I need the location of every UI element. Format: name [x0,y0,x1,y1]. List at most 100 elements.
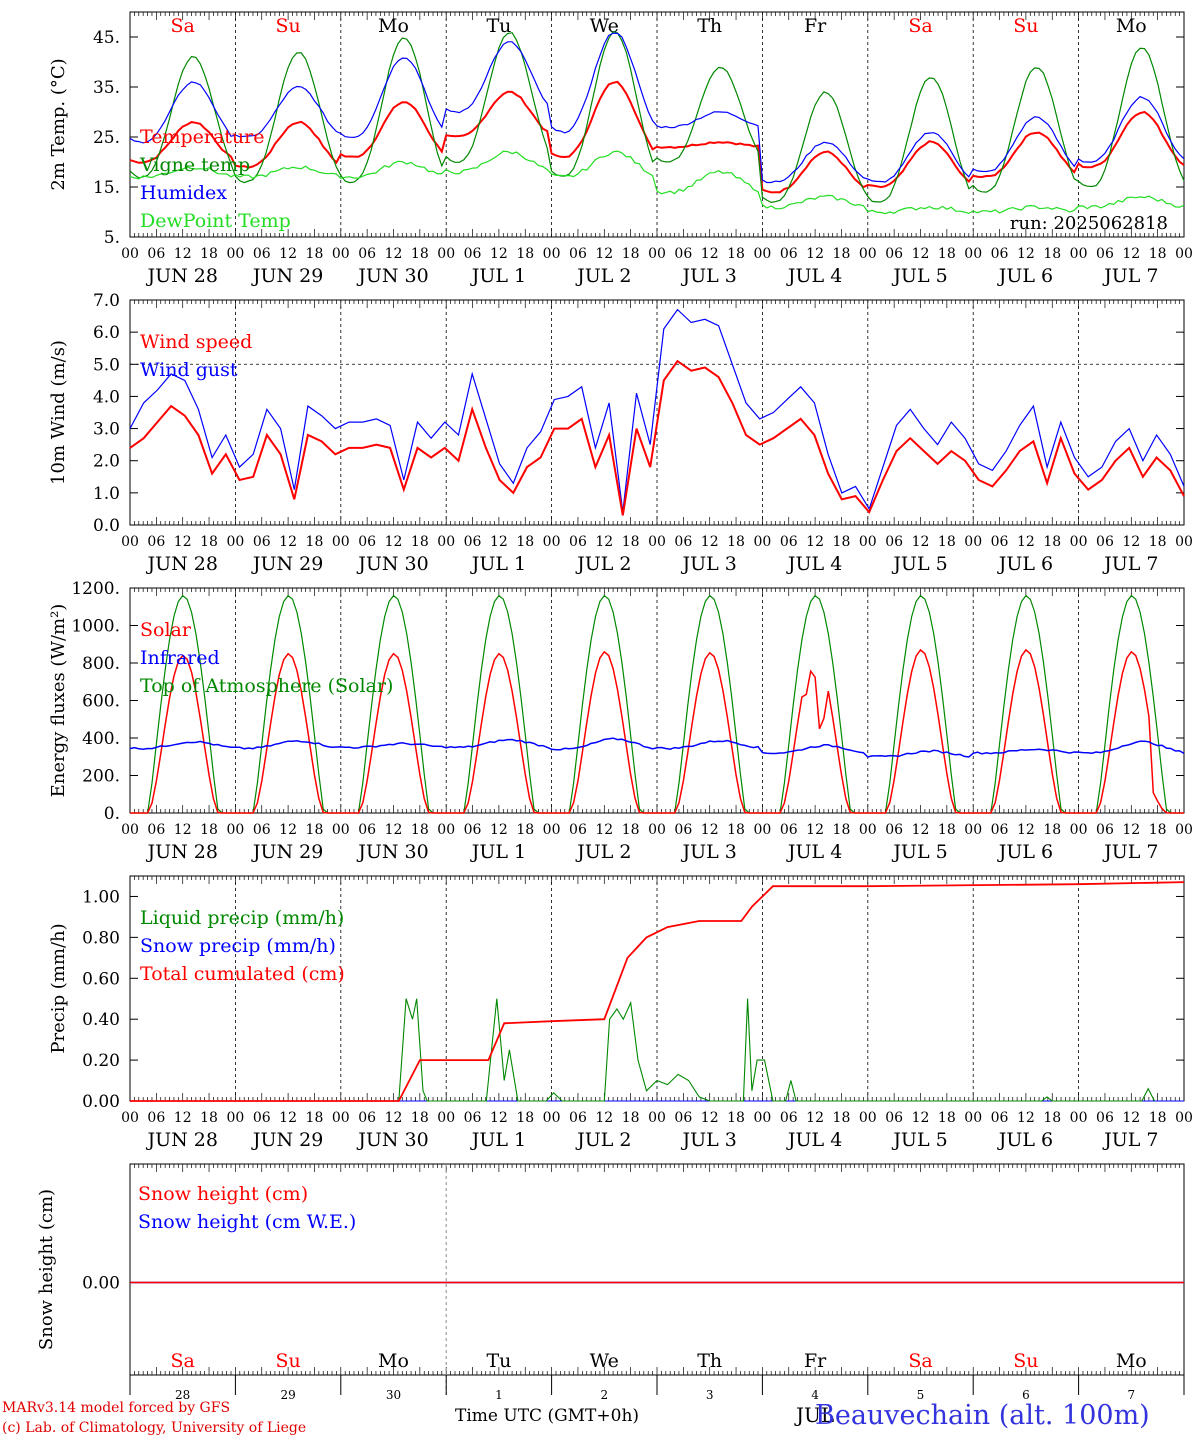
hour-label: 12 [806,1110,824,1126]
y-tick-label: 4.0 [93,387,120,407]
y-tick-label: 400. [82,729,120,749]
hour-label: 18 [1149,1110,1167,1126]
hour-label: 06 [780,534,798,550]
hour-label: 06 [885,534,903,550]
legend-1: Infrared [140,647,220,669]
hour-label: 12 [1122,246,1140,262]
hour-label: 18 [1043,246,1061,262]
hour-label: 12 [490,534,508,550]
date-label: JUL 3 [681,265,737,287]
date-label: JUL 5 [891,265,947,287]
hour-label: 00 [1175,1110,1193,1126]
hour-label: 06 [1096,534,1114,550]
y-tick-label: 0.80 [82,928,120,948]
hour-label: 18 [622,534,640,550]
series-2 [129,32,1185,184]
hour-label: 18 [622,1110,640,1126]
day-name: Mo [378,1350,409,1372]
hour-label: 06 [780,822,798,838]
y-tick-label: 35. [93,78,120,98]
hour-label: 12 [279,1110,297,1126]
hour-label: 06 [464,822,482,838]
day-name: Tu [486,1350,511,1372]
legend-0: Solar [140,619,192,641]
hour-label: 12 [595,822,613,838]
legend-1: Snow height (cm W.E.) [138,1211,356,1233]
date-label: 2 [600,1388,608,1402]
hour-label: 18 [411,246,429,262]
hour-label: 18 [200,246,218,262]
date-label: JUL 7 [1102,841,1158,863]
date-label: JUL 4 [786,1129,842,1151]
hour-label: 06 [253,246,271,262]
date-label: JUL 7 [1102,553,1158,575]
hour-label: 06 [464,1110,482,1126]
y-tick-label: 0.60 [82,969,120,989]
hour-label: 00 [121,246,139,262]
hour-label: 06 [1096,1110,1114,1126]
day-name: Sa [171,1350,195,1372]
y-tick-label: 200. [82,767,120,787]
date-label: JUL 1 [470,553,526,575]
hour-label: 18 [622,822,640,838]
date-label: JUN 30 [356,265,428,287]
hour-label: 12 [279,246,297,262]
hour-label: 18 [938,822,956,838]
hour-label: 06 [885,246,903,262]
series-0 [129,359,1185,516]
hour-label: 18 [306,534,324,550]
hour-label: 12 [174,1110,192,1126]
hour-label: 18 [833,534,851,550]
hour-label: 00 [859,246,877,262]
hour-label: 18 [306,246,324,262]
legend-0: Temperature [140,126,264,148]
date-label: 5 [917,1388,925,1402]
hour-label: 00 [226,1110,244,1126]
y-tick-label: 0.0 [93,516,120,536]
y-tick-label: 1000. [71,617,120,637]
hour-label: 18 [1043,822,1061,838]
day-name: Mo [1116,1350,1147,1372]
day-name: Sa [908,15,932,37]
hour-label: 12 [174,534,192,550]
hour-label: 00 [543,822,561,838]
hour-label: 18 [411,822,429,838]
hour-label: 00 [543,1110,561,1126]
hour-label: 00 [753,822,771,838]
series-1 [129,308,1185,513]
y-tick-label: 1.0 [93,484,120,504]
series-2 [130,881,1185,1102]
y-tick-label: 6.0 [93,323,120,343]
hour-label: 06 [569,1110,587,1126]
hour-label: 00 [121,534,139,550]
date-label: JUL 5 [891,841,947,863]
date-label: JUN 29 [251,841,323,863]
hour-label: 06 [780,1110,798,1126]
y-tick-label: 600. [82,692,120,712]
date-label: JUL 5 [891,553,947,575]
hour-label: 00 [121,1110,139,1126]
date-label: JUL 4 [786,841,842,863]
run-label: run: 2025062818 [1010,213,1168,234]
hour-label: 00 [226,534,244,550]
date-label: JUN 29 [251,1129,323,1151]
y-tick-label: 1200. [71,579,120,599]
hour-label: 18 [727,1110,745,1126]
hour-label: 06 [358,1110,376,1126]
legend-0: Wind speed [140,331,252,353]
date-label: JUN 28 [145,265,217,287]
date-label: JUL 6 [997,841,1053,863]
panel-frame-0 [129,11,1185,238]
legend-0: Snow height (cm) [138,1183,308,1205]
date-label: JUN 28 [145,1129,217,1151]
hour-label: 12 [1017,822,1035,838]
hour-label: 06 [674,246,692,262]
hour-label: 12 [912,1110,930,1126]
hour-label: 06 [464,246,482,262]
hour-label: 00 [1070,246,1088,262]
hour-label: 00 [226,822,244,838]
hour-label: 00 [437,534,455,550]
hour-label: 12 [701,534,719,550]
hour-label: 00 [648,246,666,262]
month-label: JUL [794,1403,834,1427]
